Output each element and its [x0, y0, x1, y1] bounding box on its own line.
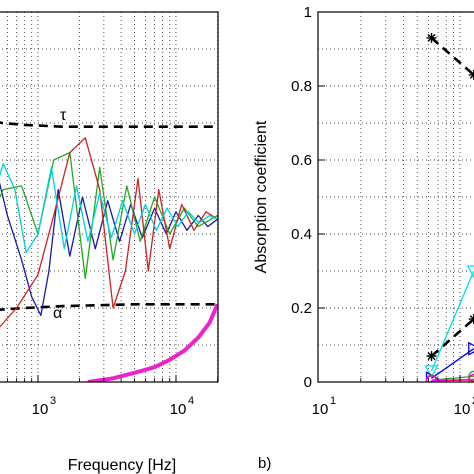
x-tick-exponent: 2: [472, 395, 474, 407]
series-line-5: [431, 375, 474, 381]
series-line-6: [0, 163, 218, 254]
series-1-marker: [426, 32, 437, 43]
plot-area-right: [318, 12, 474, 382]
series-line-1: [0, 121, 218, 128]
panel-right-absorption: 10110200.20.40.60.81 Absorption coeffici…: [253, 4, 474, 472]
y-axis-label-right: Absorption coefficient: [253, 120, 270, 273]
series-line-7: [431, 378, 474, 382]
panel-left-transmission-absorption: 10 3 10 4 τ α Frequency [Hz]: [0, 11, 219, 474]
series-4-marker: [468, 341, 474, 356]
x-tick-label: 10: [32, 401, 49, 418]
annotation-alpha: α: [53, 305, 62, 322]
y-tick-label: 0.8: [291, 78, 312, 95]
x-tick-exponent: 4: [188, 395, 194, 407]
x-tick-exponent: 3: [50, 395, 56, 407]
x-axis-label-left: Frequency [Hz]: [68, 457, 176, 474]
x-ticks-left: 10 3 10 4: [6, 375, 218, 418]
axes-box-right: [317, 11, 474, 383]
series-line-7: [87, 303, 218, 382]
series-line-4: [0, 151, 218, 280]
y-tick-label: 0: [304, 374, 312, 391]
series-2-marker: [426, 351, 437, 362]
series-line-2: [0, 302, 218, 311]
x-tick-label: 10: [170, 401, 187, 418]
panel-label-b: b): [258, 455, 271, 472]
plot-area-left: [0, 12, 218, 382]
y-tick-label: 0.2: [291, 300, 312, 317]
series-line-3: [430, 270, 474, 372]
axes-box-left: [0, 11, 219, 383]
series-line-1: [430, 36, 474, 76]
series-line-5: [0, 137, 218, 328]
series-line-2: [430, 318, 474, 358]
y-tick-label: 0.4: [291, 226, 312, 243]
series-3-marker: [424, 365, 439, 379]
x-tick-label: 10: [312, 401, 329, 418]
series-group-left: [0, 121, 218, 382]
ticks-right: 10110200.20.40.60.81: [291, 4, 474, 418]
x-tick-exponent: 1: [330, 395, 336, 407]
series-7-marker: [425, 374, 438, 382]
x-tick-label: 10: [454, 401, 471, 418]
series-line-3: [0, 182, 218, 317]
y-tick-label: 0.6: [291, 152, 312, 169]
series-group-right: [424, 32, 474, 382]
y-tick-label: 1: [304, 4, 312, 21]
annotation-tau: τ: [60, 107, 67, 124]
series-line-4: [431, 348, 474, 379]
